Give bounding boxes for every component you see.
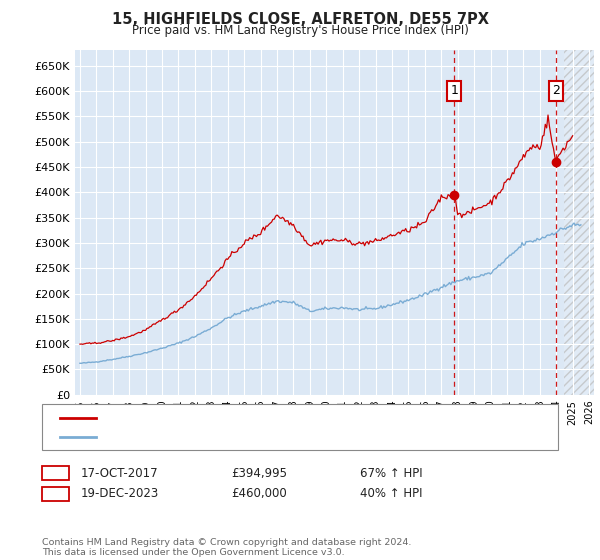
- Text: 19-DEC-2023: 19-DEC-2023: [81, 487, 159, 501]
- Text: 17-OCT-2017: 17-OCT-2017: [81, 466, 158, 480]
- Text: 2: 2: [552, 85, 560, 97]
- Bar: [565, 50, 594, 395]
- Text: 15, HIGHFIELDS CLOSE, ALFRETON, DE55 7PX (detached house): 15, HIGHFIELDS CLOSE, ALFRETON, DE55 7PX…: [105, 413, 456, 423]
- Text: Contains HM Land Registry data © Crown copyright and database right 2024.
This d: Contains HM Land Registry data © Crown c…: [42, 538, 412, 557]
- Text: Price paid vs. HM Land Registry's House Price Index (HPI): Price paid vs. HM Land Registry's House …: [131, 24, 469, 36]
- Text: £460,000: £460,000: [231, 487, 287, 501]
- Text: 1: 1: [52, 466, 59, 480]
- Text: HPI: Average price, detached house, Amber Valley: HPI: Average price, detached house, Ambe…: [105, 432, 380, 442]
- Text: 40% ↑ HPI: 40% ↑ HPI: [360, 487, 422, 501]
- Text: 67% ↑ HPI: 67% ↑ HPI: [360, 466, 422, 480]
- Text: 2: 2: [52, 487, 59, 501]
- Text: 15, HIGHFIELDS CLOSE, ALFRETON, DE55 7PX: 15, HIGHFIELDS CLOSE, ALFRETON, DE55 7PX: [112, 12, 488, 27]
- Text: 1: 1: [451, 85, 458, 97]
- Text: £394,995: £394,995: [231, 466, 287, 480]
